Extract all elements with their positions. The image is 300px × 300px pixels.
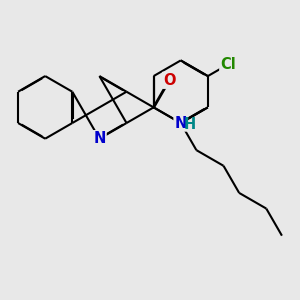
Text: N: N: [175, 116, 187, 130]
Text: H: H: [183, 117, 196, 132]
Text: O: O: [163, 73, 175, 88]
Text: N: N: [93, 131, 106, 146]
Text: Cl: Cl: [220, 57, 236, 72]
